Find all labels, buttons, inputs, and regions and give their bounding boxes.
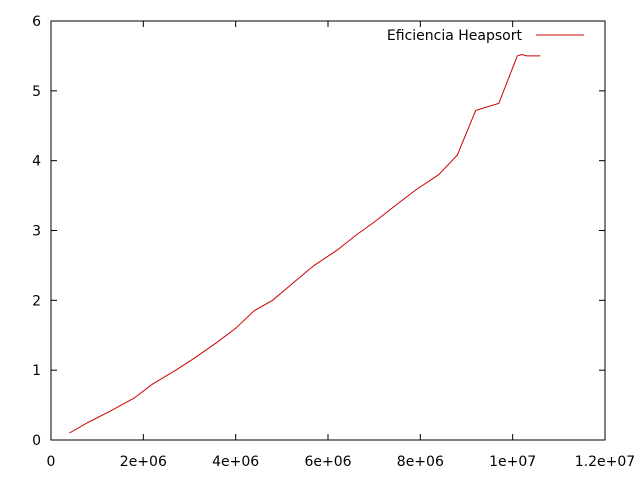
legend-label: Eficiencia Heapsort (387, 28, 523, 44)
series-line (69, 53, 541, 434)
x-tick-label: 0 (47, 454, 56, 470)
y-tick-label: 5 (32, 84, 41, 100)
y-tick-label: 3 (32, 224, 41, 240)
x-tick-label: 8e+06 (397, 454, 444, 470)
series-group (69, 53, 541, 434)
x-tick-label: 2e+06 (120, 454, 167, 470)
y-tick-label: 2 (32, 293, 41, 309)
x-tick-label: 1e+07 (489, 454, 536, 470)
x-axis-tick-labels: 0 2e+06 4e+06 6e+06 8e+06 1e+07 1.2e+07 (47, 454, 636, 470)
legend: Eficiencia Heapsort (387, 28, 584, 44)
axis-ticks (50, 20, 606, 441)
y-tick-label: 4 (32, 154, 41, 170)
x-tick-label: 4e+06 (212, 454, 259, 470)
x-tick-label: 6e+06 (304, 454, 351, 470)
y-tick-label: 1 (32, 363, 41, 379)
x-tick-label: 1.2e+07 (575, 454, 635, 470)
y-axis-tick-labels: 0 1 2 3 4 5 6 (32, 14, 41, 449)
y-tick-label: 0 (32, 433, 41, 449)
y-tick-label: 6 (32, 14, 41, 30)
